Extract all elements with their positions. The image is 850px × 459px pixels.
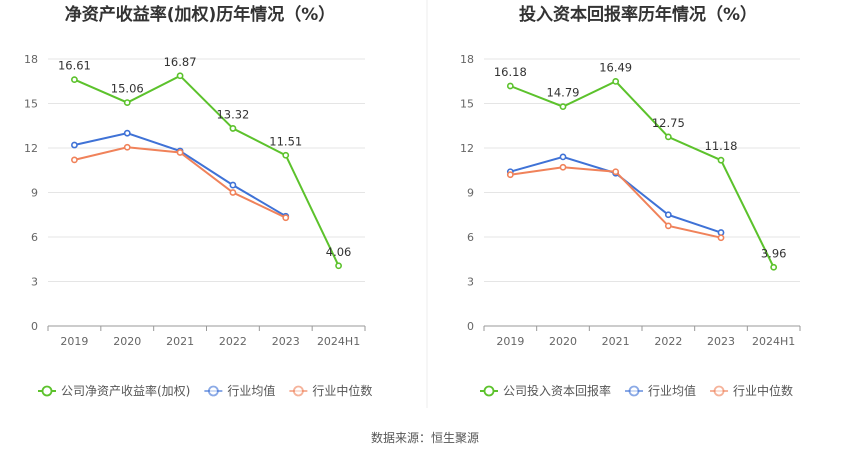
series-point[interactable] bbox=[123, 129, 131, 137]
series-point[interactable] bbox=[123, 143, 131, 151]
data-label: 4.06 bbox=[326, 245, 352, 259]
series-point[interactable] bbox=[71, 76, 78, 84]
legend-item[interactable]: 行业中位数 bbox=[289, 383, 372, 398]
legend-label: 行业均值 bbox=[648, 383, 696, 398]
series-point[interactable] bbox=[664, 211, 672, 219]
series-point[interactable] bbox=[717, 156, 725, 164]
series-point[interactable] bbox=[229, 125, 237, 132]
series-point[interactable] bbox=[282, 151, 290, 159]
y-tick-label: 12 bbox=[24, 142, 38, 155]
data-label: 14.79 bbox=[547, 86, 580, 100]
series-line bbox=[510, 166, 722, 239]
data-label: 16.49 bbox=[599, 60, 632, 74]
series-point[interactable] bbox=[664, 133, 672, 141]
data-label: 16.87 bbox=[164, 55, 197, 69]
series-line bbox=[510, 155, 722, 234]
legend-item[interactable]: 行业均值 bbox=[625, 383, 696, 398]
y-tick-label: 9 bbox=[467, 187, 474, 200]
legend-swatch-marker bbox=[483, 385, 495, 397]
chart-panel-2: 投入资本回报率历年情况（%） 0 3 6 9 12 15 18 2019 2020 2021 2022… bbox=[460, 4, 801, 398]
y-tick-label: 18 bbox=[24, 53, 38, 66]
series-point[interactable] bbox=[229, 181, 237, 189]
data-label: 15.06 bbox=[111, 82, 144, 96]
x-tick-label: 2020 bbox=[549, 335, 577, 348]
x-tick-label: 2019 bbox=[60, 335, 88, 348]
series-point[interactable] bbox=[229, 189, 237, 196]
data-label: 16.18 bbox=[494, 65, 527, 79]
x-tick-label: 2023 bbox=[272, 335, 300, 348]
y-tick-label: 3 bbox=[467, 276, 474, 289]
x-tick-label: 2019 bbox=[496, 335, 524, 348]
y-tick-label: 12 bbox=[460, 142, 474, 155]
legend-swatch-marker bbox=[207, 385, 219, 397]
legend-label: 公司投入资本回报率 bbox=[503, 383, 611, 398]
source-prefix: 数据来源： bbox=[371, 430, 431, 445]
legend-swatch-marker bbox=[628, 385, 640, 397]
y-tick-label: 0 bbox=[467, 320, 474, 333]
legend-item[interactable]: 公司投入资本回报率 bbox=[480, 383, 611, 398]
y-tick-label: 3 bbox=[31, 276, 38, 289]
series-point[interactable] bbox=[559, 153, 567, 161]
series-point[interactable] bbox=[123, 99, 131, 107]
legend-item[interactable]: 公司净资产收益率(加权) bbox=[38, 383, 190, 398]
x-tick-label: 2022 bbox=[654, 335, 682, 348]
x-tick-label: 2023 bbox=[707, 335, 735, 348]
series-point[interactable] bbox=[335, 262, 342, 270]
series-point[interactable] bbox=[176, 72, 184, 80]
legend-swatch-marker bbox=[713, 385, 725, 397]
x-tick-label: 2021 bbox=[166, 335, 194, 348]
series-point[interactable] bbox=[717, 234, 725, 242]
y-tick-label: 0 bbox=[31, 320, 38, 333]
source-footer: 数据来源：恒生聚源 bbox=[371, 430, 479, 445]
y-tick-label: 6 bbox=[31, 231, 38, 244]
data-label: 16.61 bbox=[58, 59, 91, 73]
series-line bbox=[74, 132, 287, 218]
series-point[interactable] bbox=[506, 82, 514, 90]
series-line bbox=[509, 80, 775, 268]
legend-label: 行业中位数 bbox=[733, 383, 793, 398]
y-tick-label: 15 bbox=[460, 98, 474, 111]
y-tick-label: 18 bbox=[460, 53, 474, 66]
data-label: 11.51 bbox=[269, 134, 302, 148]
source-name: 恒生聚源 bbox=[431, 431, 479, 445]
chart-title: 净资产收益率(加权)历年情况（%） bbox=[65, 4, 336, 25]
series-point[interactable] bbox=[176, 149, 184, 156]
series-point[interactable] bbox=[282, 214, 290, 222]
legend-item[interactable]: 行业中位数 bbox=[710, 383, 793, 398]
x-tick-label: 2021 bbox=[602, 335, 630, 348]
data-label: 12.75 bbox=[652, 116, 685, 130]
series-point[interactable] bbox=[664, 222, 672, 230]
legend-label: 行业中位数 bbox=[312, 383, 372, 398]
x-tick-label: 2024H1 bbox=[317, 335, 360, 348]
series-line bbox=[74, 74, 340, 267]
data-label: 11.18 bbox=[705, 139, 738, 153]
legend-swatch-marker bbox=[292, 385, 304, 397]
chart-panel-1: 净资产收益率(加权)历年情况（%） 0 3 6 9 12 15 18 2019 2020 2021 2… bbox=[24, 4, 372, 398]
series-point[interactable] bbox=[71, 156, 78, 164]
series-point[interactable] bbox=[559, 103, 567, 111]
legend-label: 行业均值 bbox=[227, 383, 275, 398]
series-point[interactable] bbox=[71, 141, 78, 149]
data-label: 3.96 bbox=[761, 246, 787, 260]
series-point[interactable] bbox=[559, 163, 567, 171]
x-tick-label: 2020 bbox=[113, 335, 141, 348]
series-point[interactable] bbox=[506, 171, 514, 179]
legend-label: 公司净资产收益率(加权) bbox=[61, 383, 190, 398]
legend-item[interactable]: 行业均值 bbox=[204, 383, 275, 398]
legend-swatch-marker bbox=[41, 385, 53, 397]
y-tick-label: 6 bbox=[467, 231, 474, 244]
series-point[interactable] bbox=[770, 263, 778, 271]
series-point[interactable] bbox=[612, 168, 620, 176]
series-line bbox=[74, 146, 287, 219]
x-tick-label: 2024H1 bbox=[752, 335, 795, 348]
x-tick-label: 2022 bbox=[219, 335, 247, 348]
series-point[interactable] bbox=[612, 77, 620, 85]
data-label: 13.32 bbox=[216, 107, 249, 121]
y-tick-label: 15 bbox=[24, 98, 38, 111]
y-tick-label: 9 bbox=[31, 187, 38, 200]
chart-title: 投入资本回报率历年情况（%） bbox=[519, 4, 757, 25]
